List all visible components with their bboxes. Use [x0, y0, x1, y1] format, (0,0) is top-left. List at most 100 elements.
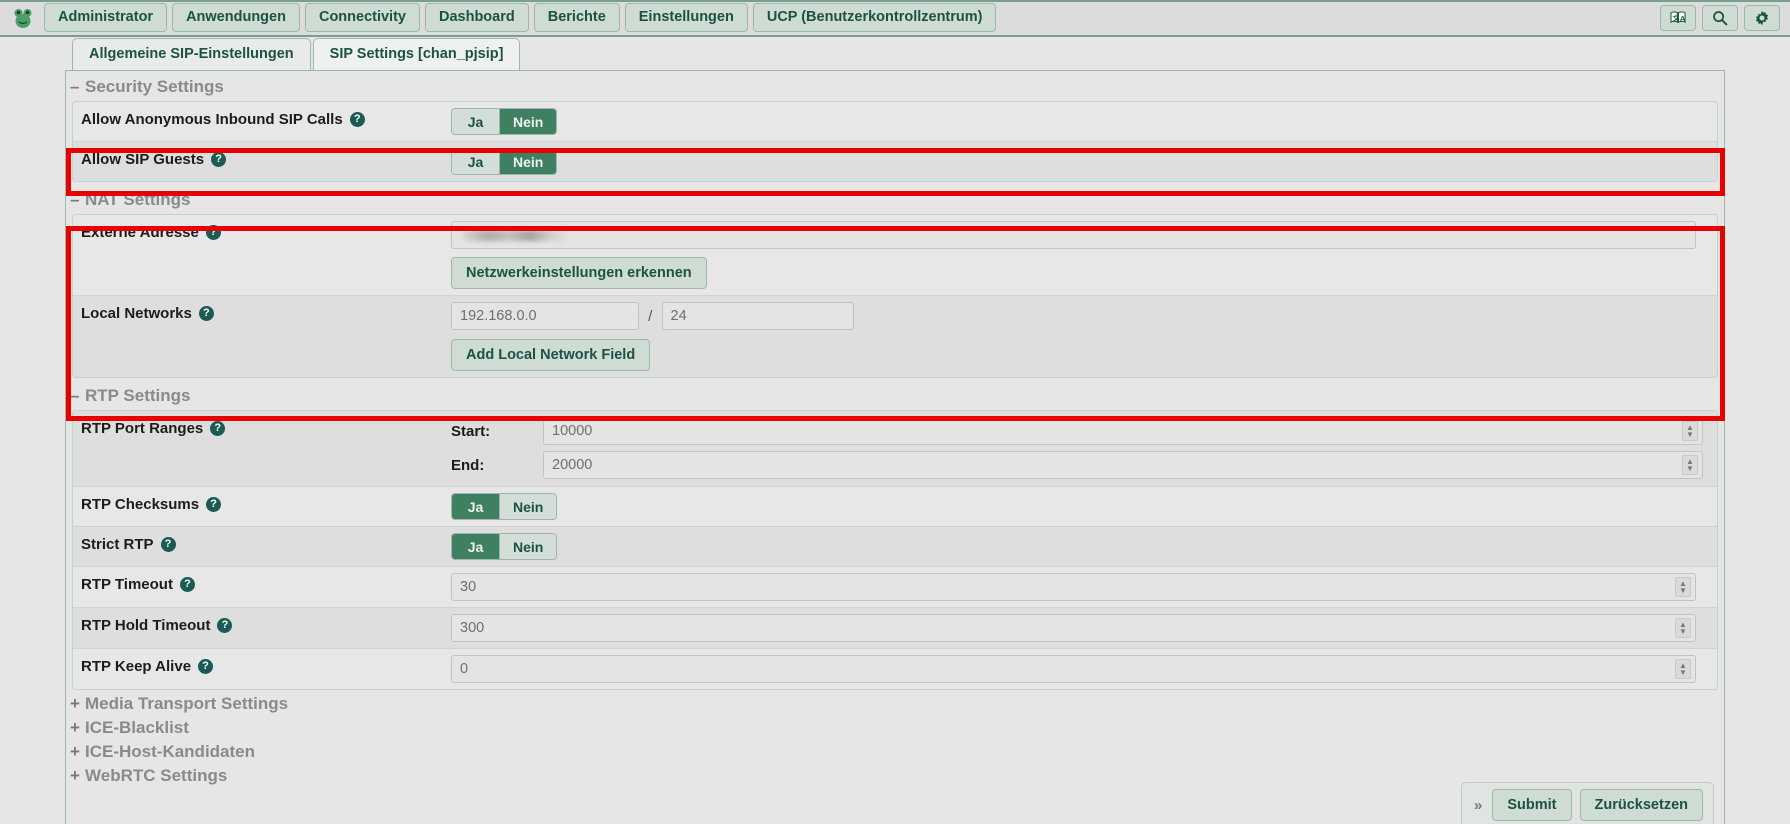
- toggle-strict-rtp[interactable]: Ja Nein: [451, 533, 558, 560]
- local-network-cidr-input[interactable]: [661, 302, 854, 330]
- toggle-option-ja[interactable]: Ja: [452, 109, 500, 134]
- toggle-option-nein[interactable]: Nein: [500, 149, 557, 174]
- tab-allgemeine-sip-einstellungen[interactable]: Allgemeine SIP-Einstellungen: [72, 38, 311, 70]
- collapse-minus-icon: –: [70, 77, 80, 96]
- rtp-start-port-stepper[interactable]: ▲ ▼: [1682, 421, 1698, 441]
- reset-button[interactable]: Zurücksetzen: [1579, 789, 1703, 821]
- row-rtp-port-ranges: RTP Port Ranges ? Start: ▲ ▼ End:: [73, 411, 1717, 487]
- toggle-option-ja[interactable]: Ja: [452, 149, 500, 174]
- section-header-webrtc-settings[interactable]: + WebRTC Settings: [66, 764, 1724, 788]
- section-header-ice-host-kandidaten[interactable]: + ICE-Host-Kandidaten: [66, 740, 1724, 764]
- settings-panel: – Security Settings Allow Anonymous Inbo…: [65, 70, 1725, 824]
- rtp-keep-alive-input[interactable]: [451, 655, 1696, 683]
- rtp-timeout-stepper[interactable]: ▲ ▼: [1675, 577, 1691, 597]
- nav-connectivity[interactable]: Connectivity: [304, 3, 420, 32]
- stepper-down-icon[interactable]: ▼: [1679, 627, 1687, 636]
- nav-administrator[interactable]: Administrator: [44, 3, 168, 32]
- externe-adresse-input[interactable]: [451, 221, 1696, 249]
- stepper-up-icon[interactable]: ▲: [1686, 457, 1694, 466]
- stepper-up-icon[interactable]: ▲: [1679, 620, 1687, 629]
- cidr-separator: /: [648, 307, 653, 325]
- label-rtp-hold-timeout: RTP Hold Timeout ?: [81, 614, 451, 634]
- section-header-media-transport-settings[interactable]: + Media Transport Settings: [66, 692, 1724, 716]
- stepper-up-icon[interactable]: ▲: [1679, 661, 1687, 670]
- stepper-down-icon[interactable]: ▼: [1679, 586, 1687, 595]
- label-text: Local Networks: [81, 305, 192, 322]
- row-externe-adresse: Externe Adresse ? Netzwerkeinstellungen …: [73, 215, 1717, 296]
- nav-dashboard[interactable]: Dashboard: [424, 3, 529, 32]
- local-network-address-input[interactable]: [451, 302, 639, 330]
- nav-anwendungen[interactable]: Anwendungen: [172, 3, 300, 32]
- section-header-rtp-settings[interactable]: – RTP Settings: [66, 380, 1724, 410]
- stepper-up-icon[interactable]: ▲: [1686, 423, 1694, 432]
- label-allow-sip-guests: Allow SIP Guests ?: [81, 148, 451, 168]
- fieldset-security: Allow Anonymous Inbound SIP Calls ? Ja N…: [72, 101, 1718, 182]
- section-header-nat-settings[interactable]: – NAT Settings: [66, 184, 1724, 214]
- rtp-end-port-input[interactable]: [543, 451, 1703, 479]
- rtp-start-port-input[interactable]: [543, 417, 1703, 445]
- toggle-allow-anonymous-inbound-sip-calls[interactable]: Ja Nein: [451, 108, 558, 135]
- expand-plus-icon: +: [70, 694, 80, 713]
- svg-text:A: A: [1679, 14, 1685, 23]
- label-text: Allow SIP Guests: [81, 151, 205, 168]
- help-icon[interactable]: ?: [206, 497, 222, 512]
- toggle-option-nein[interactable]: Nein: [500, 109, 557, 134]
- help-icon[interactable]: ?: [205, 225, 221, 240]
- submit-button[interactable]: Submit: [1492, 789, 1572, 821]
- label-text: RTP Keep Alive: [81, 658, 192, 675]
- expand-chevron-icon[interactable]: »: [1474, 796, 1483, 814]
- tab-sip-settings-chan-pjsip[interactable]: SIP Settings [chan_pjsip]: [312, 38, 521, 70]
- rtp-keep-alive-stepper[interactable]: ▲ ▼: [1675, 659, 1691, 679]
- rtp-hold-timeout-stepper[interactable]: ▲ ▼: [1675, 618, 1691, 638]
- toggle-rtp-checksums[interactable]: Ja Nein: [451, 493, 558, 520]
- control-rtp-checksums: Ja Nein: [451, 493, 1709, 520]
- rtp-hold-timeout-input[interactable]: [451, 614, 1696, 642]
- add-local-network-field-button[interactable]: Add Local Network Field: [451, 339, 651, 371]
- nav-ucp[interactable]: UCP (Benutzerkontrollzentrum): [752, 3, 997, 32]
- control-rtp-port-ranges: Start: ▲ ▼ End: ▲: [451, 417, 1709, 479]
- stepper-up-icon[interactable]: ▲: [1679, 579, 1687, 588]
- help-icon[interactable]: ?: [198, 659, 214, 674]
- label-text: RTP Port Ranges: [81, 420, 204, 437]
- section-header-security-settings[interactable]: – Security Settings: [66, 71, 1724, 101]
- help-icon[interactable]: ?: [210, 421, 226, 436]
- label-strict-rtp: Strict RTP ?: [81, 533, 451, 553]
- redacted-value-blur: [462, 230, 567, 241]
- label-start: Start:: [451, 422, 491, 440]
- freepbx-frog-logo[interactable]: [10, 5, 36, 31]
- section-title-rtp: RTP Settings: [85, 386, 191, 405]
- search-icon[interactable]: [1702, 4, 1738, 31]
- row-rtp-hold-timeout: RTP Hold Timeout ? ▲ ▼: [73, 608, 1717, 649]
- nav-berichte[interactable]: Berichte: [533, 3, 620, 32]
- stepper-down-icon[interactable]: ▼: [1686, 430, 1694, 439]
- stepper-down-icon[interactable]: ▼: [1686, 464, 1694, 473]
- help-icon[interactable]: ?: [198, 306, 214, 321]
- nav-einstellungen[interactable]: Einstellungen: [624, 3, 748, 32]
- row-local-networks: Local Networks ? / Add Local Network Fie…: [73, 296, 1717, 377]
- rtp-timeout-wrap: ▲ ▼: [451, 573, 1696, 601]
- detect-network-settings-button[interactable]: Netzwerkeinstellungen erkennen: [451, 257, 707, 289]
- toggle-option-ja[interactable]: Ja: [452, 534, 500, 559]
- label-rtp-checksums: RTP Checksums ?: [81, 493, 451, 513]
- section-header-ice-blacklist[interactable]: + ICE-Blacklist: [66, 716, 1724, 740]
- label-externe-adresse: Externe Adresse ?: [81, 221, 451, 241]
- toggle-option-nein[interactable]: Nein: [500, 494, 557, 519]
- translate-icon[interactable]: 文 A: [1660, 4, 1696, 31]
- control-rtp-hold-timeout: ▲ ▼: [451, 614, 1709, 642]
- toggle-allow-sip-guests[interactable]: Ja Nein: [451, 148, 558, 175]
- help-icon[interactable]: ?: [349, 112, 365, 127]
- label-text: Strict RTP: [81, 536, 154, 553]
- rtp-end-port-stepper[interactable]: ▲ ▼: [1682, 455, 1698, 475]
- section-title-webrtc-settings: WebRTC Settings: [85, 766, 228, 785]
- help-icon[interactable]: ?: [160, 537, 176, 552]
- rtp-timeout-input[interactable]: [451, 573, 1696, 601]
- stepper-down-icon[interactable]: ▼: [1679, 668, 1687, 677]
- help-icon[interactable]: ?: [211, 152, 227, 167]
- top-navbar: Administrator Anwendungen Connectivity D…: [0, 0, 1790, 37]
- toggle-option-ja[interactable]: Ja: [452, 494, 500, 519]
- toggle-option-nein[interactable]: Nein: [500, 534, 557, 559]
- rtp-end-port-wrap: ▲ ▼: [543, 451, 1703, 479]
- gear-icon[interactable]: [1744, 4, 1780, 31]
- help-icon[interactable]: ?: [179, 577, 195, 592]
- help-icon[interactable]: ?: [217, 618, 233, 633]
